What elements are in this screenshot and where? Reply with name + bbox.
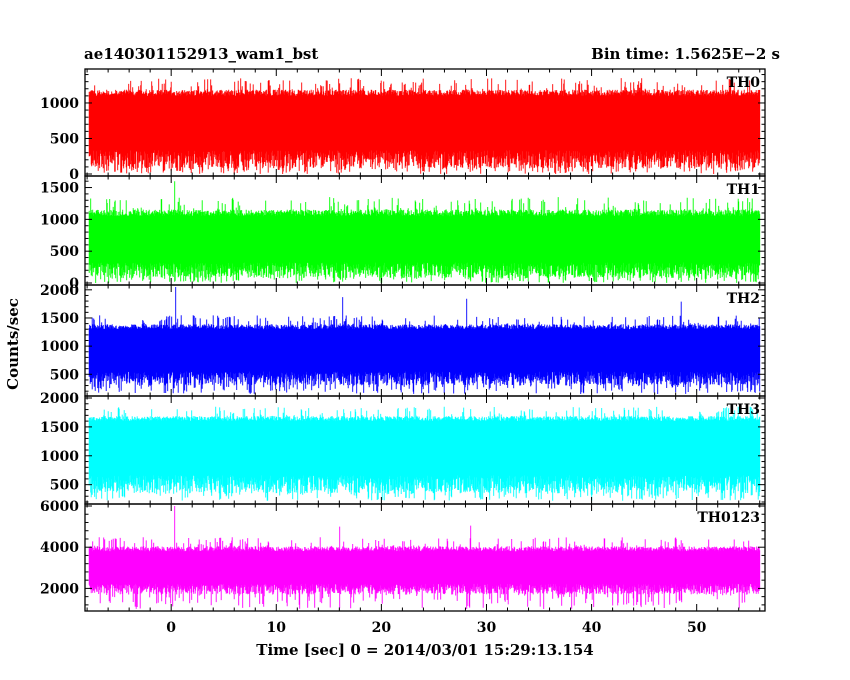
y-axis-label: Counts/sec: [4, 298, 22, 390]
y-tick-label: 1000: [40, 96, 79, 112]
series-th0: [88, 78, 761, 174]
panel-label: TH1: [727, 182, 760, 198]
panel-th0: 0 500 1000 TH0: [40, 68, 766, 183]
panel-label: TH2: [727, 291, 760, 307]
panel-frame: [84, 503, 766, 612]
x-tick-label: 0: [166, 620, 176, 636]
y-tick-label: 4000: [40, 540, 79, 556]
panel-label: TH0123: [697, 510, 760, 526]
y-tick-label: 1000: [40, 339, 79, 355]
panel-th2: 500 1000 1500 2000 TH2: [40, 283, 766, 397]
y-tick-label: 500: [50, 131, 79, 147]
x-tick-label: 40: [582, 620, 602, 636]
series-th1: [88, 181, 761, 283]
y-tick-label: 1500: [40, 181, 79, 197]
y-tick-label: 500: [50, 244, 79, 260]
y-tick-label: 2000: [40, 581, 79, 597]
panel-label: TH3: [727, 402, 760, 418]
series-th3: [88, 406, 761, 501]
y-tick-label: 1000: [40, 449, 79, 465]
panel-th0123: 2000 4000 6000 TH0123: [40, 499, 766, 612]
y-tick-label: 1500: [40, 420, 79, 436]
y-tick-label: 500: [50, 478, 79, 494]
x-tick-label: 10: [267, 620, 287, 636]
x-axis-label: Time [sec] 0 = 2014/03/01 15:29:13.154: [256, 641, 593, 659]
panel-th3: 500 1000 1500 2000 TH3: [40, 391, 766, 505]
y-tick-label: 0: [69, 276, 79, 292]
y-tick-label: 0: [69, 167, 79, 183]
y-tick-label: 2000: [40, 391, 79, 407]
chart-title-left: ae140301152913_wam1_bst: [84, 45, 318, 63]
panel-label: TH0: [727, 75, 761, 91]
x-tick-label: 50: [687, 620, 707, 636]
series-th0123: [88, 506, 761, 609]
panel-th1: 0 500 1000 1500 TH1: [40, 175, 766, 292]
y-tick-label: 1000: [40, 212, 79, 228]
y-tick-label: 2000: [40, 283, 79, 299]
y-tick-label: 500: [50, 367, 79, 383]
x-tick-label: 30: [477, 620, 497, 636]
x-tick-labels: 0 10 20 30 40 50: [166, 620, 706, 636]
x-tick-label: 20: [372, 620, 392, 636]
y-tick-label: 6000: [40, 499, 79, 515]
chart-title-right: Bin time: 1.5625E−2 s: [591, 45, 780, 63]
y-tick-label: 1500: [40, 311, 79, 327]
series-th2: [88, 287, 761, 394]
